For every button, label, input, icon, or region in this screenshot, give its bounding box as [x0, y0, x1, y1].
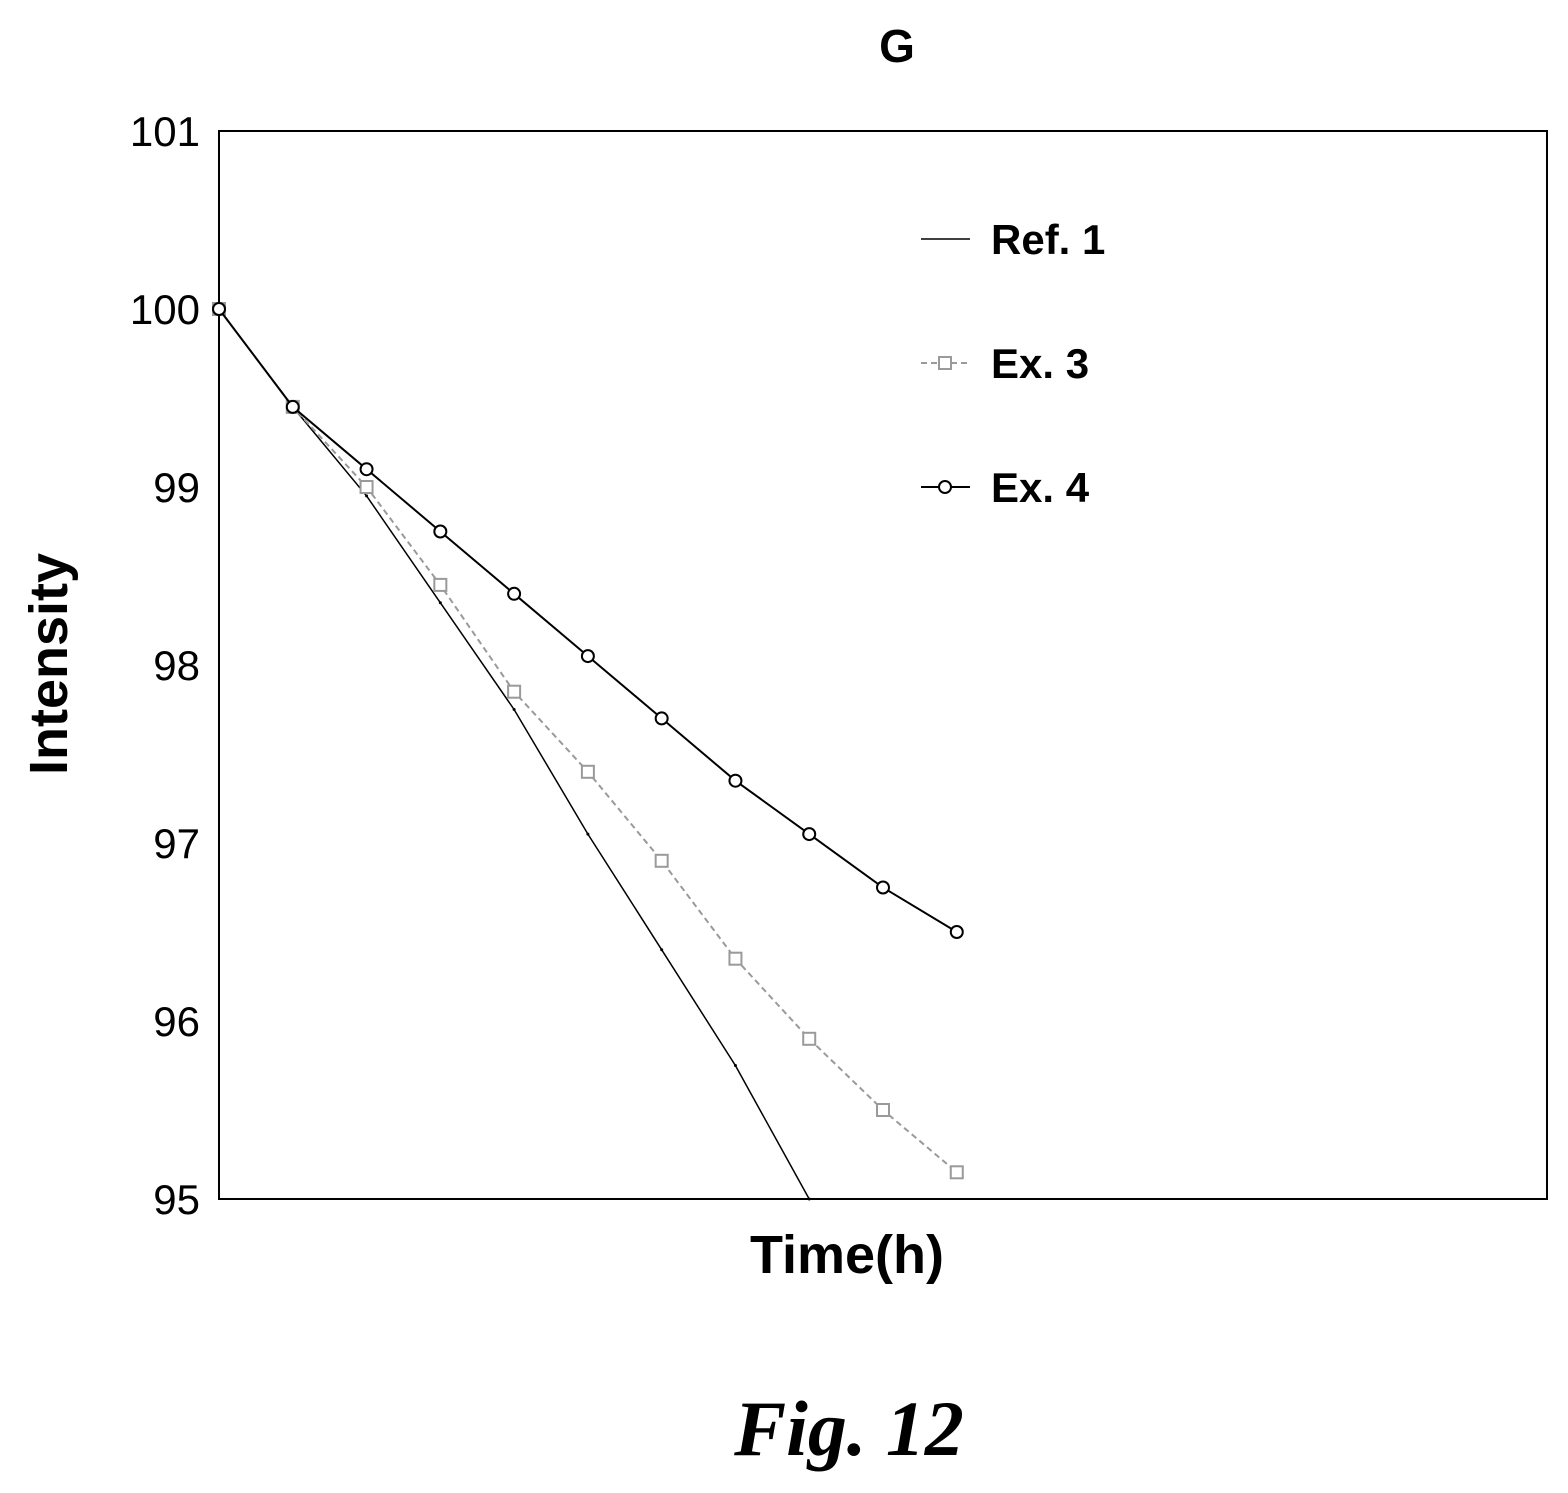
- legend: Ref. 1 Ex. 3 Ex. 4: [921, 216, 1105, 511]
- series-point: [507, 586, 522, 601]
- series-point: [876, 1103, 890, 1117]
- series-point: [512, 708, 516, 711]
- y-tick-label: 96: [153, 998, 200, 1045]
- y-tick-label: 97: [153, 820, 200, 867]
- plot-frame: [218, 130, 1548, 1200]
- series-point: [807, 1197, 811, 1201]
- series-line: [218, 308, 958, 933]
- y-tick-label: 99: [153, 464, 200, 511]
- series-point: [654, 711, 669, 726]
- series-point: [285, 399, 300, 414]
- x-axis-label: Time(h): [750, 1225, 944, 1285]
- legend-label: Ex. 3: [991, 340, 1089, 387]
- series-point: [212, 302, 226, 316]
- series-point: [580, 649, 595, 664]
- legend-marker: [938, 356, 952, 370]
- series-point: [949, 1165, 964, 1180]
- chart-title: G: [879, 20, 915, 72]
- series-point: [507, 684, 522, 699]
- series-point: [433, 577, 448, 592]
- series-layer: [212, 302, 964, 1201]
- series-point: [654, 853, 669, 868]
- series-point: [802, 1031, 817, 1046]
- series-point: [586, 832, 590, 836]
- series-point: [359, 480, 374, 494]
- y-tick-label: 100: [130, 286, 200, 333]
- legend-label: Ex. 4: [991, 464, 1090, 511]
- series-point: [433, 524, 448, 539]
- series-point: [733, 1064, 737, 1067]
- series-point: [438, 601, 442, 605]
- series-point: [876, 880, 890, 895]
- y-tick-label: 95: [153, 1176, 200, 1223]
- y-axis-label: Intensity: [19, 553, 79, 775]
- series-point: [802, 827, 817, 842]
- series-point: [359, 462, 374, 477]
- series-point: [580, 764, 595, 779]
- y-tick-label: 98: [153, 642, 200, 689]
- legend-label: Ref. 1: [991, 216, 1105, 263]
- series-point: [660, 948, 664, 952]
- series-point: [949, 925, 964, 939]
- series-point: [728, 773, 743, 788]
- y-axis-ticks: 95 96 97 98 99 100 101: [130, 108, 200, 1223]
- series-point: [365, 494, 369, 498]
- figure-caption: Fig. 12: [733, 1385, 964, 1472]
- series-line: [218, 308, 810, 1200]
- series-point: [728, 951, 743, 966]
- legend-marker: [938, 480, 952, 494]
- y-tick-label: 101: [130, 108, 200, 155]
